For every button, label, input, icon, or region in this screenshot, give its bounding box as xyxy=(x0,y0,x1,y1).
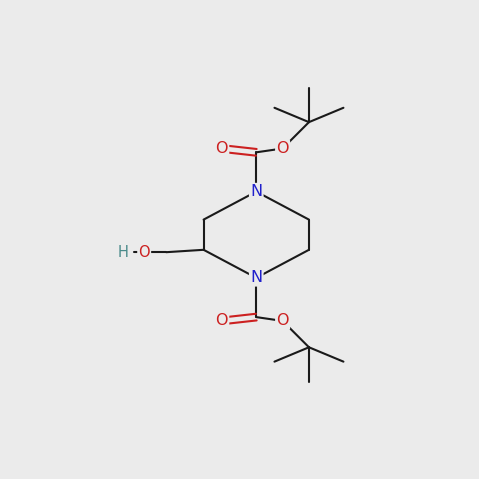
Text: O: O xyxy=(138,245,150,260)
Text: H: H xyxy=(118,245,128,260)
Text: O: O xyxy=(216,141,228,156)
Text: O: O xyxy=(276,141,289,156)
Text: N: N xyxy=(250,270,262,285)
Text: N: N xyxy=(250,184,262,199)
Text: O: O xyxy=(216,313,228,329)
Text: O: O xyxy=(276,313,289,329)
